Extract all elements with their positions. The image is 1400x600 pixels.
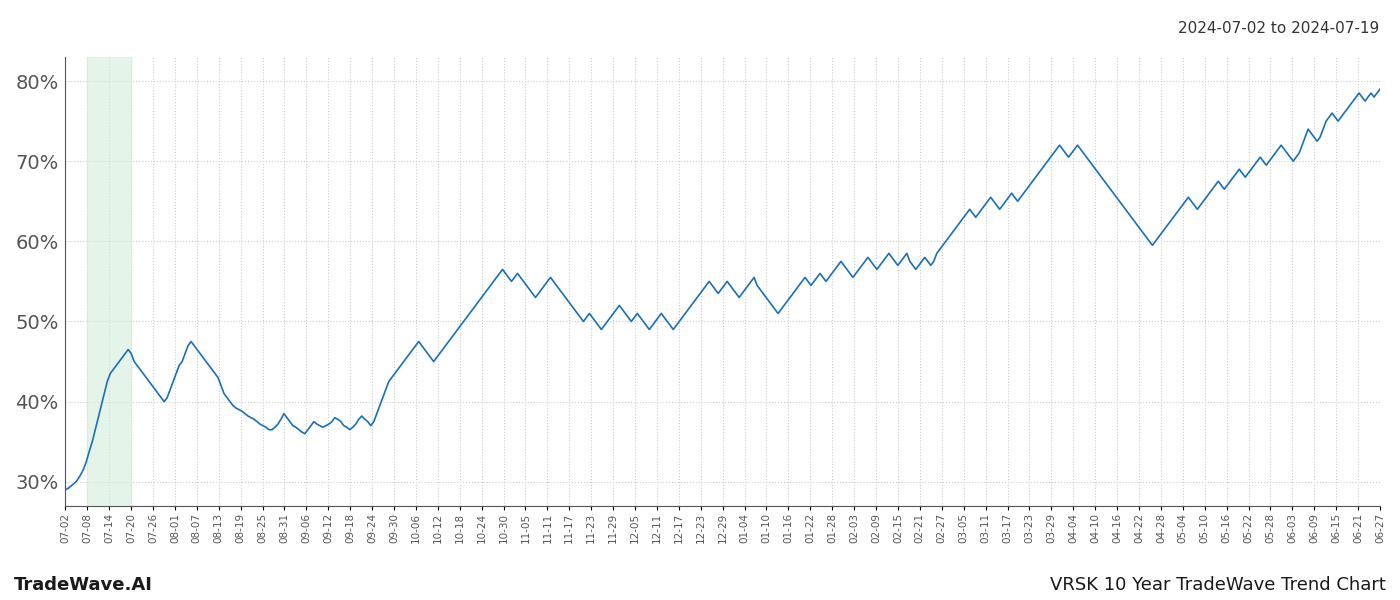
Text: VRSK 10 Year TradeWave Trend Chart: VRSK 10 Year TradeWave Trend Chart [1050, 576, 1386, 594]
Bar [87, 57, 132, 506]
Text: 2024-07-02 to 2024-07-19: 2024-07-02 to 2024-07-19 [1177, 21, 1379, 36]
Text: TradeWave.AI: TradeWave.AI [14, 576, 153, 594]
